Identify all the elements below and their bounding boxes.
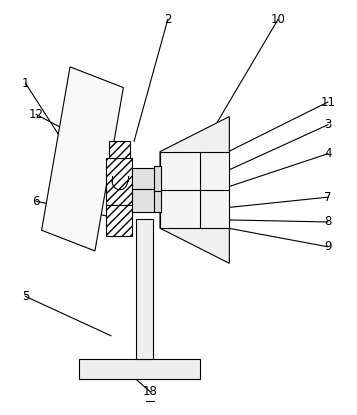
Text: 10: 10 xyxy=(271,13,286,26)
Bar xyxy=(136,219,153,359)
Text: 5: 5 xyxy=(22,290,29,303)
Bar xyxy=(132,168,155,191)
Polygon shape xyxy=(160,117,229,264)
Bar xyxy=(106,158,132,205)
Text: 3: 3 xyxy=(324,118,332,131)
Text: 18: 18 xyxy=(142,385,157,398)
Bar xyxy=(154,191,161,212)
Bar xyxy=(106,205,132,237)
Bar xyxy=(109,142,131,158)
Text: 1: 1 xyxy=(22,77,29,90)
Text: 12: 12 xyxy=(29,108,44,121)
Text: 4: 4 xyxy=(324,147,332,160)
Bar xyxy=(132,189,155,212)
Text: 6: 6 xyxy=(32,195,40,208)
Text: 2: 2 xyxy=(164,13,172,26)
Text: 11: 11 xyxy=(320,95,335,109)
Bar xyxy=(160,151,229,228)
Polygon shape xyxy=(41,67,124,251)
Text: 9: 9 xyxy=(324,240,332,253)
Bar xyxy=(154,166,161,193)
Text: 7: 7 xyxy=(324,190,332,204)
Text: 8: 8 xyxy=(324,215,332,229)
Bar xyxy=(79,359,200,379)
